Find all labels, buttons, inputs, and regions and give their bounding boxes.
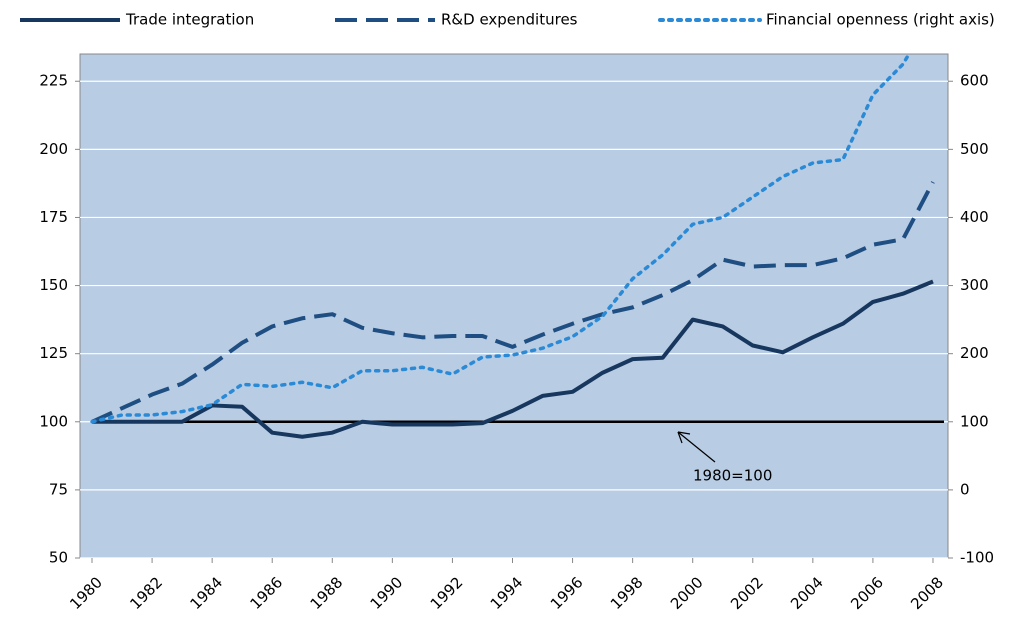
x-tick-label: 2004	[787, 573, 827, 613]
x-tick-label: 1982	[126, 573, 166, 613]
y2-tick-label: 0	[960, 480, 970, 498]
y-tick-label: 100	[39, 412, 68, 430]
x-tick-label: 2008	[907, 573, 947, 613]
x-tick-label: 1996	[547, 573, 587, 613]
y2-tick-label: 100	[960, 412, 989, 430]
x-tick-label: 1986	[247, 573, 287, 613]
plot-area	[79, 53, 949, 559]
annotation-arrowhead	[677, 431, 691, 444]
annotation-arrow	[677, 431, 716, 463]
y-tick-label: 175	[39, 208, 68, 226]
x-tick-label: 1998	[607, 573, 647, 613]
x-tick-label: 1990	[367, 573, 407, 613]
y2-tick-label: -100	[960, 549, 994, 567]
y2-tick-label: 500	[960, 140, 989, 158]
y-tick-label: 200	[39, 140, 68, 158]
legend-label: Financial openness (right axis)	[766, 11, 995, 29]
x-tick-label: 2006	[847, 573, 887, 613]
legend-label: R&D expenditures	[441, 11, 578, 29]
y-tick-label: 225	[39, 72, 68, 90]
y-tick-label: 50	[49, 549, 68, 567]
y-tick-label: 150	[39, 276, 68, 294]
series-line	[90, 54, 911, 424]
x-tick-label: 1984	[186, 573, 226, 613]
y2-tick-label: 600	[960, 72, 989, 90]
y2-tick-label: 200	[960, 344, 989, 362]
series-line	[91, 181, 935, 424]
x-tick-label: 1980	[66, 573, 106, 613]
series-line	[92, 279, 934, 439]
legend-label: Trade integration	[125, 11, 254, 29]
y-tick-label: 125	[39, 344, 68, 362]
lines	[90, 54, 944, 439]
x-tick-label: 2000	[667, 573, 707, 613]
x-tick-label: 1988	[307, 573, 347, 613]
y-tick-label: 75	[49, 480, 68, 498]
y2-tick-label: 400	[960, 208, 989, 226]
x-tick-label: 1994	[487, 573, 527, 613]
y2-tick-label: 300	[960, 276, 989, 294]
annotation: 1980=100	[693, 467, 772, 485]
x-tick-label: 2002	[727, 573, 767, 613]
x-tick-label: 1992	[427, 573, 467, 613]
